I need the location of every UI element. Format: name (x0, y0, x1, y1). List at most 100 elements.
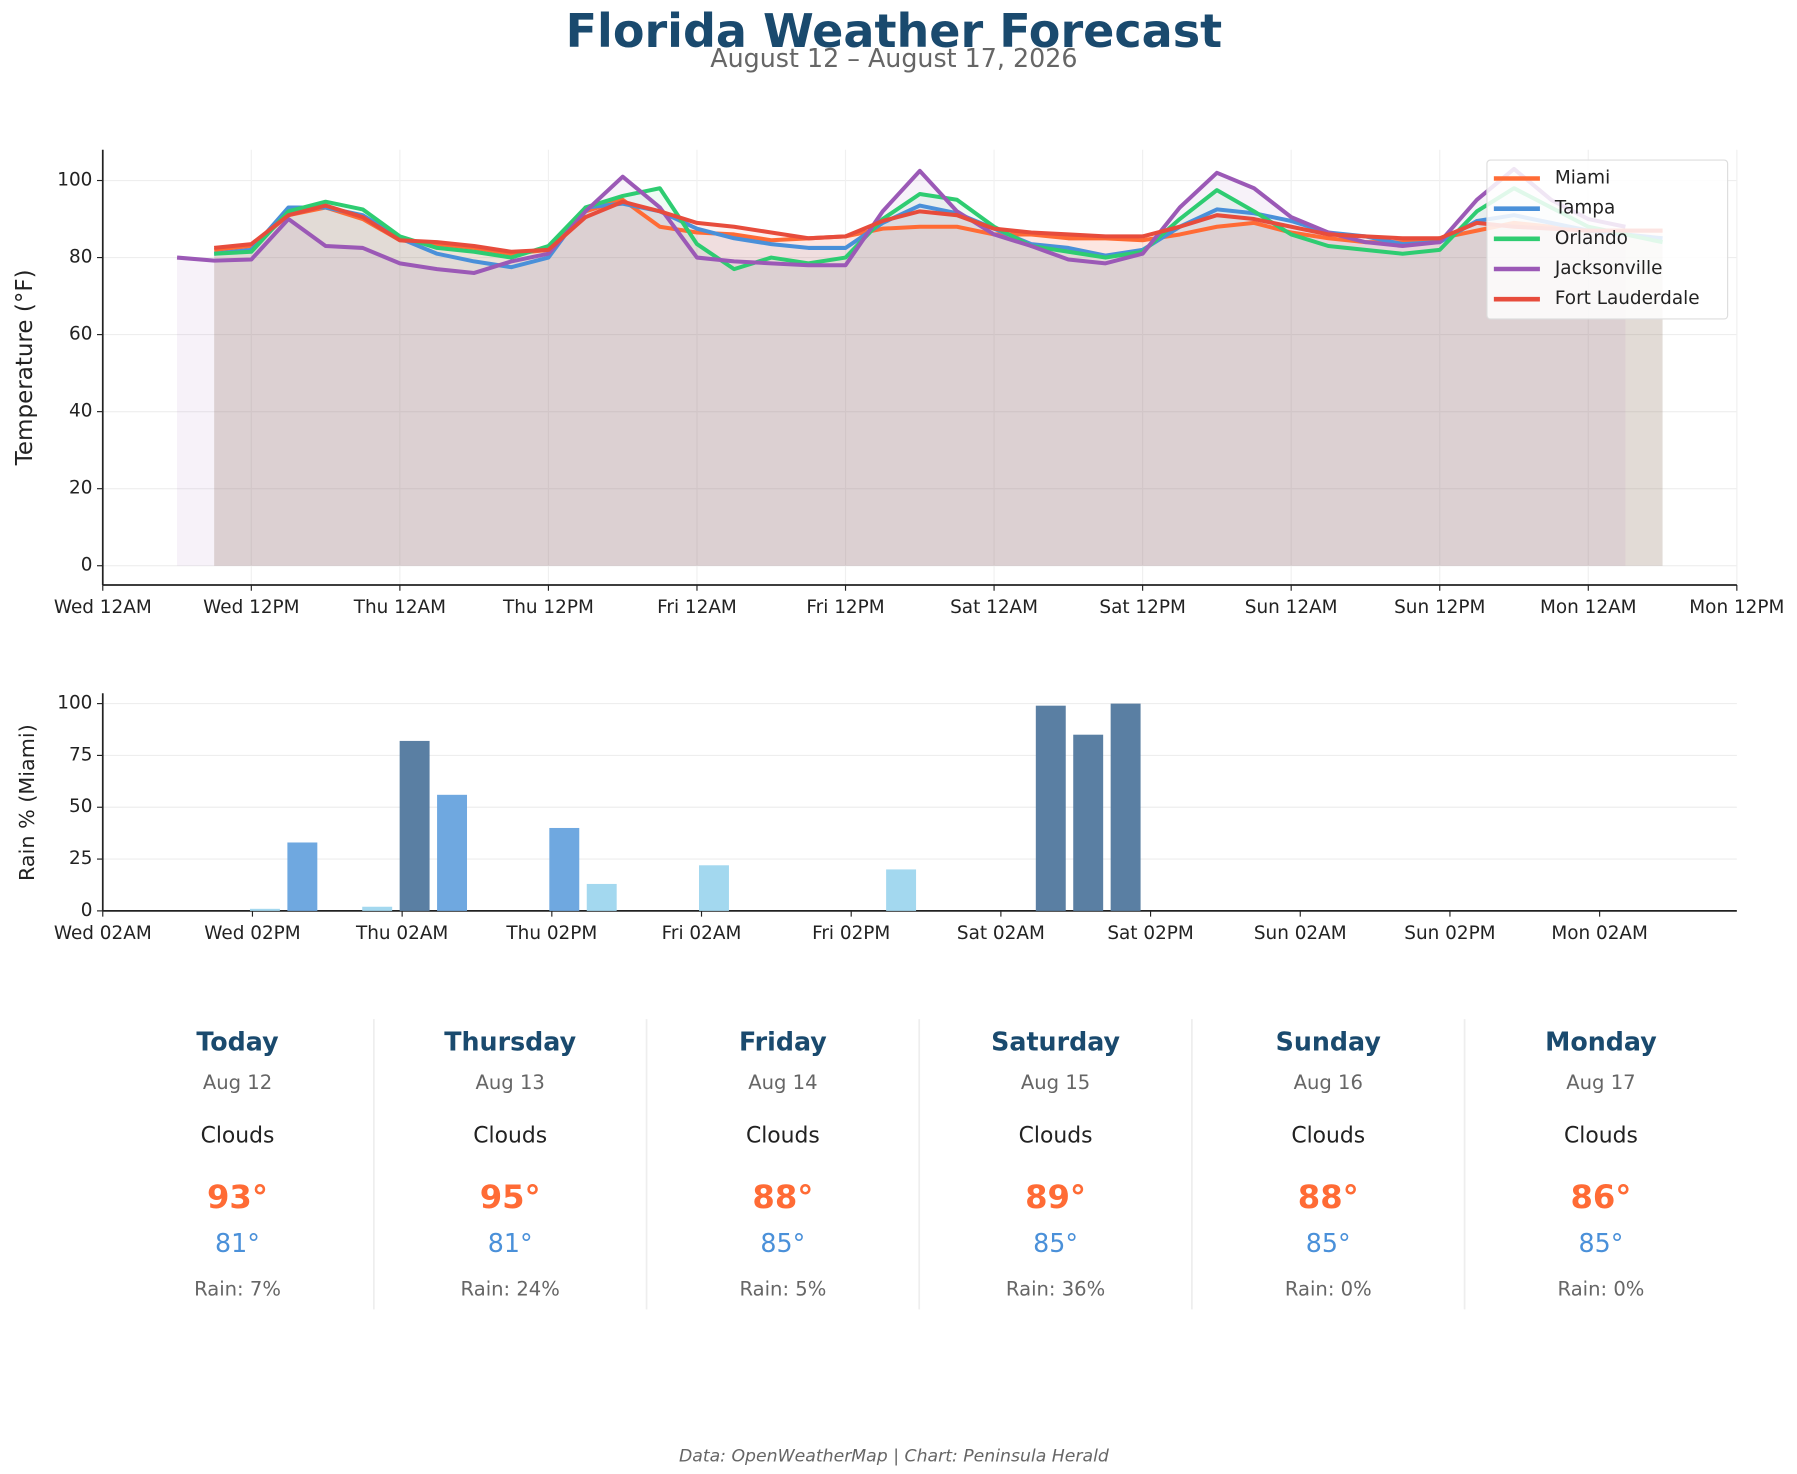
area (214, 203, 1663, 566)
forecast-condition: Clouds (746, 1124, 820, 1149)
bar (549, 827, 580, 911)
forecast-low: 85° (1578, 1228, 1623, 1258)
forecast-day: Thursday (444, 1026, 576, 1056)
legend-label: Orlando (1555, 228, 1628, 249)
forecast-condition: Clouds (201, 1124, 275, 1149)
forecast-low: 85° (760, 1228, 805, 1258)
forecast-rain: Rain: 5% (739, 1277, 826, 1300)
area (177, 168, 1626, 566)
forecast-date: Aug 15 (1021, 1071, 1090, 1094)
forecast-date: Aug 12 (203, 1071, 272, 1094)
bar (362, 906, 393, 911)
forecast-date: Aug 13 (476, 1071, 545, 1094)
forecast-day: Today (196, 1026, 279, 1056)
x-tick-label: Sun 12PM (1394, 597, 1485, 618)
y-tick-label: 60 (69, 324, 92, 345)
x-tick-label: Fri 02PM (812, 923, 890, 944)
forecast-low: 85° (1306, 1228, 1351, 1258)
x-tick-label: Mon 12AM (1540, 597, 1637, 618)
forecast-day: Saturday (991, 1026, 1120, 1056)
bar (399, 740, 430, 911)
y-tick-label: 0 (81, 900, 93, 921)
x-tick-label: Wed 12AM (54, 597, 152, 618)
x-tick-label: Fri 02AM (662, 923, 742, 944)
forecast-high: 89° (1025, 1178, 1086, 1216)
forecast-date: Aug 14 (748, 1071, 817, 1094)
x-tick-label: Mon 02AM (1551, 923, 1648, 944)
forecast-day: Sunday (1276, 1026, 1382, 1056)
legend-label: Jacksonville (1554, 258, 1663, 279)
area (214, 199, 1663, 566)
bar (1110, 703, 1141, 911)
x-tick-label: Sat 02AM (957, 923, 1045, 944)
bar (1035, 705, 1066, 911)
forecast-low: 81° (215, 1228, 260, 1258)
forecast-low: 81° (488, 1228, 533, 1258)
line (214, 186, 1663, 272)
x-tick-label: Thu 02PM (505, 923, 597, 944)
line (176, 166, 1626, 275)
title: Florida Weather Forecast (566, 4, 1223, 58)
forecast-rain: Rain: 0% (1558, 1277, 1645, 1300)
x-tick-label: Sun 02AM (1254, 923, 1347, 944)
legend-label: Tampa (1554, 198, 1615, 219)
x-tick-label: Fri 12PM (806, 597, 884, 618)
y-tick-label: 50 (69, 796, 92, 817)
forecast-condition: Clouds (1291, 1124, 1365, 1149)
x-tick-label: Wed 02PM (204, 923, 300, 944)
bar (699, 865, 729, 911)
x-tick-label: Sat 12PM (1099, 597, 1185, 618)
x-tick-label: Sat 02PM (1107, 923, 1193, 944)
areas (177, 168, 1663, 566)
forecast-rain: Rain: 7% (194, 1277, 281, 1300)
bar (586, 883, 617, 911)
forecast-high: 93° (207, 1178, 268, 1216)
area (214, 188, 1663, 566)
subtitle: August 12 – August 17, 2026 (710, 43, 1077, 73)
lines (176, 166, 1663, 275)
y-tick-label: 100 (57, 693, 92, 714)
legend-label: Miami (1555, 167, 1610, 188)
legend-label: Fort Lauderdale (1555, 288, 1700, 309)
forecast-date: Aug 17 (1566, 1071, 1635, 1094)
x-tick-label: Fri 12AM (657, 597, 737, 618)
x-tick-label: Wed 02AM (54, 923, 152, 944)
forecast-rain: Rain: 0% (1285, 1277, 1372, 1300)
y-tick-label: 25 (69, 848, 92, 869)
y-axis-title: Rain % (Miami) (15, 724, 39, 881)
x-tick-label: Mon 12PM (1689, 597, 1784, 618)
line (213, 199, 1663, 254)
forecast-day: Friday (739, 1026, 827, 1056)
bar (886, 869, 917, 911)
x-tick-label: Sun 12AM (1245, 597, 1338, 618)
bar (437, 794, 468, 911)
forecast-condition: Clouds (1564, 1124, 1638, 1149)
forecast-high: 95° (480, 1178, 541, 1216)
forecast-high: 88° (752, 1178, 813, 1216)
y-tick-label: 80 (69, 247, 92, 268)
footer: Data: OpenWeatherMap | Chart: Peninsula … (679, 1447, 1110, 1467)
x-tick-label: Sat 12AM (950, 597, 1038, 618)
area (214, 201, 1663, 566)
forecast-date: Aug 16 (1294, 1071, 1363, 1094)
x-tick-label: Sun 02PM (1404, 923, 1495, 944)
x-tick-label: Thu 12PM (502, 597, 594, 618)
bar (249, 908, 280, 911)
y-axis-title: Temperature (°F) (12, 269, 38, 466)
forecast-high: 88° (1298, 1178, 1359, 1216)
x-tick-label: Thu 12AM (353, 597, 446, 618)
forecast-day: Monday (1545, 1026, 1657, 1056)
x-tick-label: Wed 12PM (203, 597, 299, 618)
y-tick-label: 75 (69, 744, 92, 765)
y-tick-label: 0 (81, 555, 93, 576)
forecast-condition: Clouds (473, 1124, 547, 1149)
forecast-rain: Rain: 36% (1006, 1277, 1105, 1300)
bar (287, 842, 318, 911)
y-tick-label: 100 (57, 170, 92, 191)
forecast-rain: Rain: 24% (461, 1277, 560, 1300)
forecast-condition: Clouds (1019, 1124, 1093, 1149)
y-tick-label: 20 (69, 478, 92, 499)
y-tick-label: 40 (69, 401, 92, 422)
